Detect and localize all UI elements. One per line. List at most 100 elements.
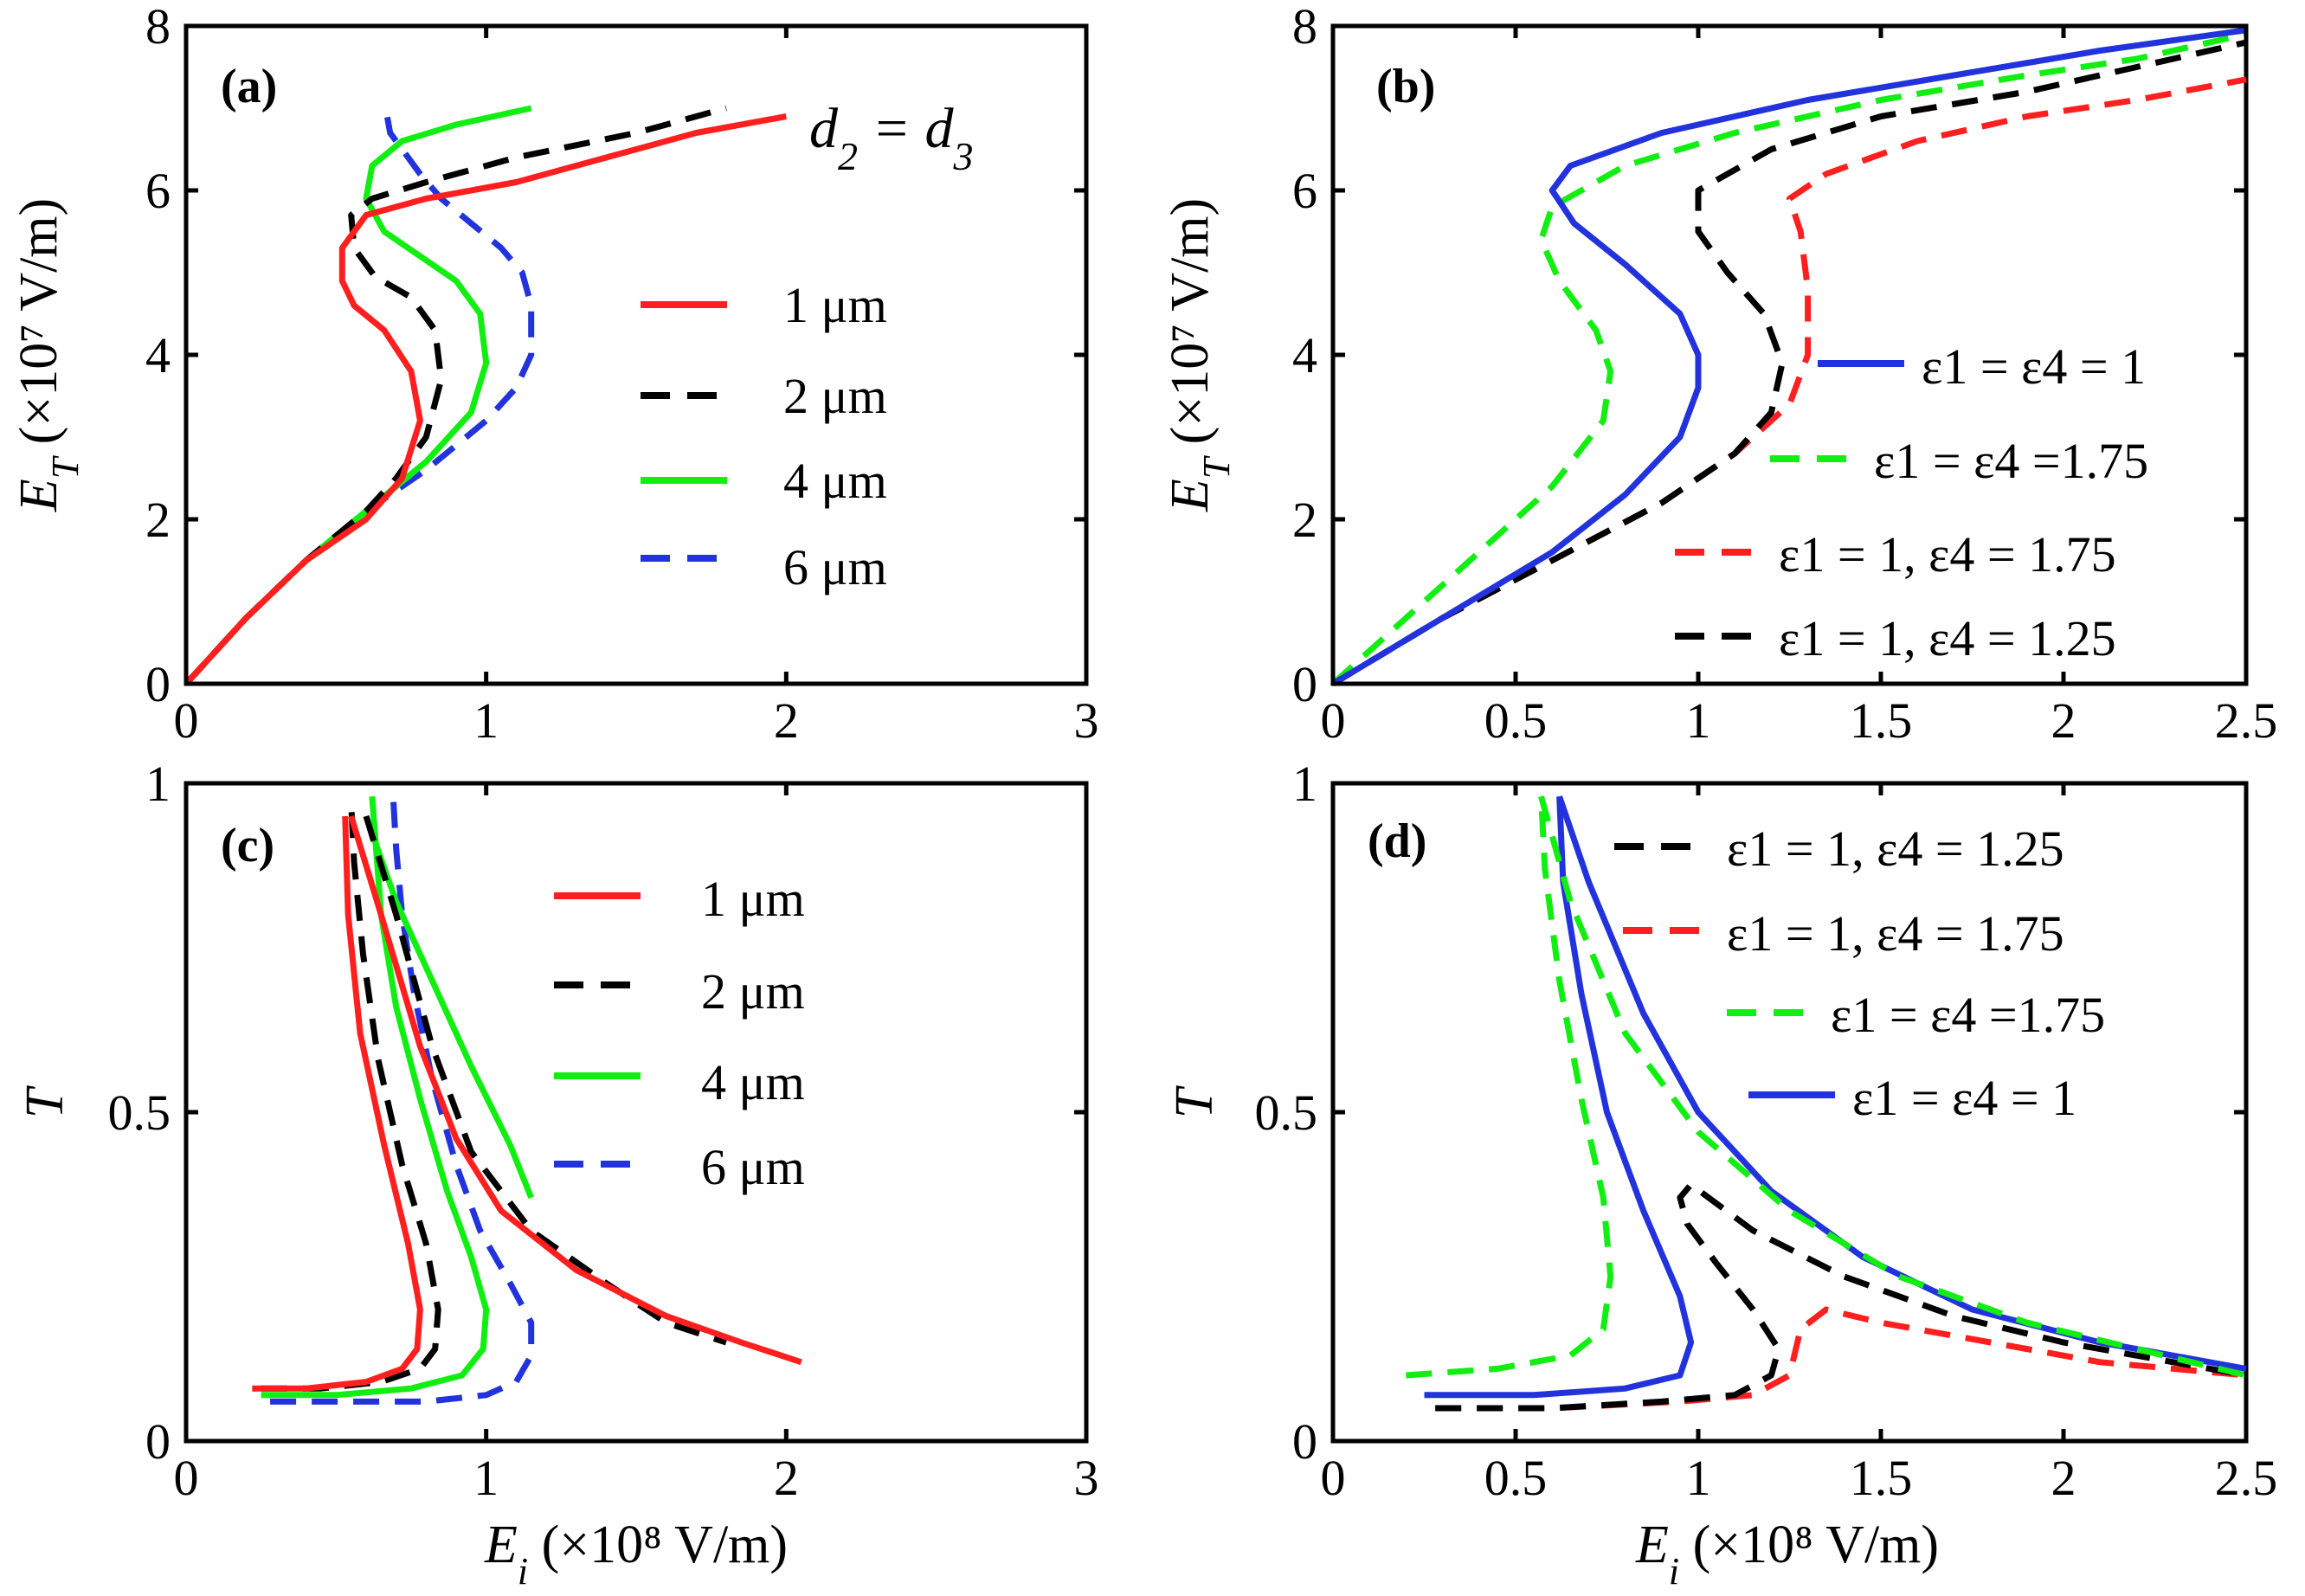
y-tick-label: 0 [145,656,171,712]
legend-item: ε1 = ε4 = 1 [1748,1070,2076,1126]
y-tick-label: 2 [145,492,171,548]
y-tick-label: 0 [1292,1413,1317,1470]
legend-item: 6 μm [641,539,887,595]
panel-a-legend: 1 μm 2 μm 4 μm 6 μm [641,277,887,595]
legend-label: ε1 = 1, ε4 = 1.75 [1727,905,2064,962]
legend-item: ε1 = ε4 =1.75 [1727,987,2105,1043]
y-tick-label: 6 [1292,163,1317,219]
legend-label: ε1 = ε4 =1.75 [1831,987,2105,1043]
legend-item: 4 μm [554,1054,805,1110]
panel-b-label: (b) [1376,60,1435,113]
y-tick-label: 4 [145,327,171,383]
panel-d-y-axis-label: T [1165,1084,1224,1118]
legend-label: ε1 = ε4 = 1 [1922,338,2146,395]
x-tick-label: 0 [1321,1450,1346,1506]
series-line [1406,796,1614,1379]
x-tick-label: 1 [473,1450,499,1506]
panel-d: 0 0.5 1 1.5 2 2.5 0 0.5 1 (d) ε1 = 1, ε4 = 1.25 … [1165,756,2277,1593]
series-line [1331,39,2247,687]
legend-label: 1 μm [701,871,805,927]
series-line [183,105,727,686]
series-line [363,814,728,1346]
legend-label: 1 μm [783,277,887,333]
y-tick-label: 0 [1292,656,1317,712]
legend-label: ε1 = 1, ε4 = 1.75 [1779,526,2116,582]
panel-c-ticks: 0 1 2 3 0 0.5 1 [108,756,1099,1506]
panel-c-legend: 1 μm 2 μm 4 μm 6 μm [554,871,805,1195]
x-tick-label: 1 [1686,1450,1711,1506]
panel-d-label: (d) [1368,814,1426,868]
panel-a-series [183,105,787,686]
panel-b-y-axis-label: ET (×10⁷ V/m) [1161,198,1238,512]
panel-c-series [252,795,802,1405]
legend-item: ε1 = ε4 =1.75 [1770,433,2148,489]
y-tick-label: 6 [145,163,171,219]
y-tick-label: 8 [1292,0,1317,55]
legend-item: 2 μm [641,368,887,424]
y-tick-label: 8 [145,0,171,55]
series-line [183,113,787,686]
series-line [261,802,441,1392]
series-line [348,814,802,1366]
y-tick-label: 0 [145,1413,171,1470]
legend-item: 2 μm [554,963,805,1020]
panel-c-x-axis-label: Ei (×10⁸ V/m) [484,1516,788,1593]
legend-label: 4 μm [783,453,887,509]
legend-item: ε1 = 1, ε4 = 1.25 [1675,610,2116,666]
legend-item: 4 μm [641,453,887,509]
legend-label: 6 μm [701,1139,805,1195]
series-line [1330,31,2247,686]
series-line [1435,1306,2247,1412]
y-tick-label: 4 [1292,327,1317,383]
panel-b-legend: ε1 = ε4 = 1 ε1 = ε4 =1.75 ε1 = 1, ε4 = 1… [1675,338,2148,666]
x-tick-label: 1.5 [1850,1450,1913,1506]
legend-label: ε1 = 1, ε4 = 1.25 [1727,821,2064,877]
series-line [1538,795,2247,1379]
legend-item: 6 μm [554,1139,805,1195]
panel-b-ticks: 0 0.5 1 1.5 2 2.5 0 2 4 6 8 [1292,0,2277,749]
y-tick-label: 0.5 [1255,1084,1318,1141]
panel-d-series [1406,795,2247,1412]
panel-c-y-axis-label: T [16,1084,74,1118]
x-tick-label: 0 [174,692,199,749]
x-tick-label: 1.5 [1850,692,1913,749]
panel-d-legend: ε1 = 1, ε4 = 1.25 ε1 = 1, ε4 = 1.75 ε1 =… [1614,821,2105,1126]
panel-b: 0 0.5 1 1.5 2 2.5 0 2 4 6 8 (b) ε1 = ε4 = 1 ε1 = ε… [1161,0,2277,749]
legend-label: ε1 = ε4 =1.75 [1874,433,2148,489]
y-tick-label: 1 [145,756,171,812]
x-tick-label: 0.5 [1484,692,1548,749]
panel-c-label: (c) [221,819,274,872]
panel-a-ticks: 0 1 2 3 0 2 4 6 8 [145,0,1099,749]
x-tick-label: 3 [1074,692,1099,749]
panel-d-ticks: 0 0.5 1 1.5 2 2.5 0 0.5 1 [1255,756,2278,1506]
x-tick-label: 2 [774,692,799,749]
panel-d-x-axis-label: Ei (×10⁸ V/m) [1635,1516,1939,1593]
series-line [1331,27,2247,687]
panel-a-annotation: d2 = d3 [809,97,974,178]
legend-item: ε1 = ε4 = 1 [1818,338,2146,395]
x-tick-label: 3 [1074,1450,1099,1506]
y-tick-label: 1 [1292,756,1317,812]
legend-label: 6 μm [783,539,887,595]
panel-b-series [1330,27,2247,687]
x-tick-label: 2 [2051,692,2076,749]
panel-a-y-axis-label: ET (×10⁷ V/m) [10,198,87,512]
legend-item: 1 μm [554,871,805,927]
x-tick-label: 2.5 [2215,1450,2278,1506]
legend-label: 2 μm [783,368,887,424]
y-tick-label: 0.5 [108,1084,171,1141]
x-tick-label: 0 [174,1450,199,1506]
legend-label: ε1 = ε4 = 1 [1852,1070,2076,1126]
series-line [1435,1181,2247,1412]
legend-item: 1 μm [641,277,887,333]
x-tick-label: 2.5 [2215,692,2278,749]
legend-label: ε1 = 1, ε4 = 1.25 [1779,610,2116,666]
y-tick-label: 2 [1292,492,1317,548]
x-tick-label: 0.5 [1484,1450,1548,1506]
x-tick-label: 0 [1321,692,1346,749]
panel-a: 0 1 2 3 0 2 4 6 8 (a) d2 = d3 1 μm 2 μm 4 μm 6 μ… [10,0,1099,749]
x-tick-label: 2 [2051,1450,2076,1506]
x-tick-label: 2 [774,1450,799,1506]
